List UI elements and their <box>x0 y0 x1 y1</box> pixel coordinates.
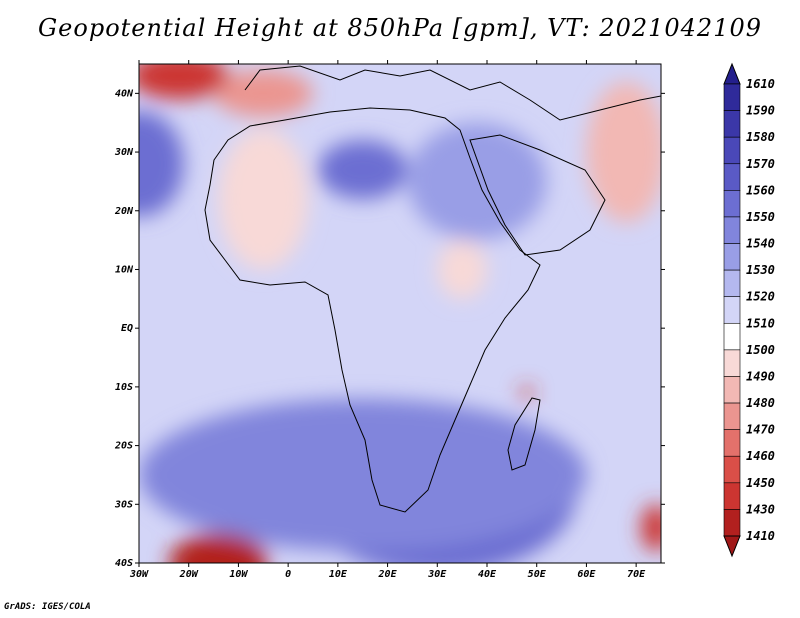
colorbar-label: 1580 <box>746 130 775 144</box>
lon-tick-label: 10W <box>229 569 248 580</box>
height-field-shading <box>139 64 661 563</box>
lat-tick-label: 20S <box>114 441 133 452</box>
colorbar-label: 1410 <box>746 529 775 543</box>
colorbar-bin <box>723 243 741 271</box>
africa-coastline <box>204 107 541 513</box>
colorbar: 1590 1580 1570 1560 1550 1540 1530 1520 1510 1500… <box>723 62 775 558</box>
colorbar-label: 1470 <box>746 423 775 437</box>
lon-tick-label: 70E <box>627 569 646 580</box>
colorbar-label: 1570 <box>746 157 775 171</box>
colorbar-label: 1540 <box>746 237 775 251</box>
colorbar-bin <box>723 269 741 298</box>
colorbar-label: 1430 <box>746 502 775 516</box>
field-se-corner-low <box>641 504 661 552</box>
lon-tick-label: 20W <box>179 569 199 580</box>
field-nw-atlantic-low <box>139 64 229 100</box>
field-sahara-high <box>317 140 408 200</box>
colorbar-bin <box>723 136 741 165</box>
colorbar-bin <box>723 322 741 351</box>
colorbar-label: 1480 <box>746 396 775 410</box>
field-south-atlantic-band <box>139 398 587 552</box>
field-atlantic-high-west <box>139 110 184 217</box>
lat-tick-label: 40S <box>115 558 133 569</box>
colorbar-label: 1460 <box>746 449 775 463</box>
field-iberia-low <box>213 69 313 117</box>
colorbar-label: 1510 <box>746 316 775 330</box>
coastlines <box>204 65 661 513</box>
colorbar-bin <box>723 216 741 244</box>
colorbar-bin <box>723 110 741 138</box>
field-sw-ocean-low <box>168 533 269 563</box>
lon-tick-label: 30E <box>427 569 447 580</box>
lon-tick-label: 30W <box>129 569 149 580</box>
lat-tick-label: 20N <box>114 206 134 217</box>
colorbar-bin <box>723 509 741 537</box>
lat-tick-label: 10N <box>115 264 134 275</box>
colorbar-label: 1590 <box>746 104 775 118</box>
lon-tick-label: 10E <box>329 569 348 580</box>
lon-tick-label: 40E <box>478 569 497 580</box>
lat-tick-label: 30S <box>114 499 133 510</box>
colorbar-bin <box>723 429 741 457</box>
lon-tick-label: 20E <box>378 569 398 580</box>
lon-tick-label: 50E <box>528 569 547 580</box>
lat-tick-label: 40N <box>115 88 134 99</box>
madagascar-coastline <box>507 397 541 471</box>
arabia-coastline <box>469 134 606 256</box>
plot-area <box>139 64 661 563</box>
field-madagascar-low <box>520 385 533 400</box>
colorbar-bin <box>723 482 741 510</box>
field-iran-low <box>586 81 661 223</box>
colorbar-top-label: 1610 <box>746 77 775 91</box>
colorbar-bin <box>723 402 741 430</box>
europe-coastline <box>244 65 661 121</box>
colorbar-bin <box>723 163 741 191</box>
colorbar-label: 1520 <box>746 290 775 304</box>
lon-tick-label: 0 <box>285 569 291 580</box>
colorbar-label: 1450 <box>746 476 775 490</box>
colorbar-label: 1500 <box>746 343 775 357</box>
colorbar-top-arrow <box>723 62 741 85</box>
field-west-sahara-low <box>218 128 309 270</box>
colorbar-bin <box>723 349 741 377</box>
lon-tick-label: 60E <box>577 569 596 580</box>
colorbar-bin <box>723 83 741 111</box>
lat-tick-label: 30N <box>114 147 134 158</box>
colorbar-bin <box>723 455 741 484</box>
map-title: Geopotential Height at 850hPa [gpm], VT:… <box>38 14 762 42</box>
lat-tick-label: EQ <box>121 323 133 334</box>
colorbar-label: 1560 <box>746 183 775 197</box>
field-east-africa-low <box>437 240 487 299</box>
colorbar-label: 1550 <box>746 210 775 224</box>
colorbar-bin <box>723 190 741 218</box>
colorbar-label: 1530 <box>746 263 775 277</box>
grads-credit: GrADS: IGES/COLA <box>4 602 91 612</box>
colorbar-bin <box>723 296 741 324</box>
plot-frame <box>138 63 662 564</box>
colorbar-bin <box>723 376 741 404</box>
colorbar-label: 1490 <box>746 369 775 383</box>
lat-tick-label: 10S <box>115 382 133 393</box>
field-arabia-band <box>407 122 547 241</box>
colorbar-bottom-arrow <box>723 535 741 558</box>
